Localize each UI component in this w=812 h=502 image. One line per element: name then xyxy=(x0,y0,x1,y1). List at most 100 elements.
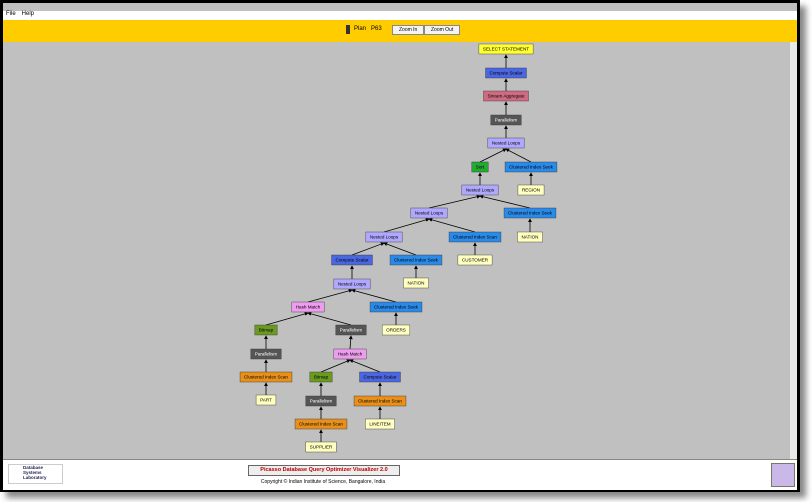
edge xyxy=(348,335,353,350)
edge xyxy=(307,288,353,303)
node-label: Parallelism xyxy=(495,118,518,123)
plan-node[interactable] xyxy=(461,184,499,196)
edge xyxy=(505,148,532,163)
plan-node[interactable] xyxy=(381,324,411,336)
node-label: REGION xyxy=(522,188,540,193)
app-title: Picasso Database Query Optimizer Visuali… xyxy=(248,465,400,476)
plan-node[interactable] xyxy=(365,418,395,430)
plan-node[interactable] xyxy=(331,254,373,266)
node-label: CUSTOMER xyxy=(462,258,489,263)
plan-node[interactable] xyxy=(239,371,293,383)
plan-node[interactable] xyxy=(389,254,443,266)
node-label: Clustered Index Scan xyxy=(358,399,402,404)
node-label: Hash Match xyxy=(338,352,363,357)
plan-node[interactable] xyxy=(403,277,429,289)
node-label: Compute Scalar xyxy=(336,258,369,263)
edge xyxy=(265,311,309,326)
plan-node[interactable] xyxy=(448,231,502,243)
node-label: Hash Match xyxy=(296,305,321,310)
zoom-in-button[interactable]: Zoom In xyxy=(392,25,425,35)
plan-node[interactable] xyxy=(517,184,545,196)
edge xyxy=(479,194,531,209)
edge xyxy=(349,359,381,373)
node-label: Nested Loops xyxy=(415,211,444,216)
node-label: Clustered Index Seek xyxy=(374,305,419,310)
node-label: Clustered Index Scan xyxy=(453,235,497,240)
edge xyxy=(351,288,397,303)
edge xyxy=(479,148,507,163)
plan-node[interactable] xyxy=(471,161,489,173)
edge xyxy=(320,359,351,373)
footer: Database Systems Laboratory Picasso Data… xyxy=(3,459,797,490)
node-label: ORDERS xyxy=(386,328,406,333)
node-label: NATION xyxy=(407,281,424,286)
node-label: Clustered Index Scan xyxy=(244,375,288,380)
plan-node[interactable] xyxy=(478,43,534,55)
plan-node[interactable] xyxy=(333,348,367,360)
node-label: Compute Scalar xyxy=(490,71,523,76)
plan-node[interactable] xyxy=(490,114,522,126)
zoom-out-button[interactable]: Zoom Out xyxy=(424,25,461,35)
edge xyxy=(307,311,352,326)
menu-bar: File Help xyxy=(3,11,797,20)
plan-node[interactable] xyxy=(503,207,557,219)
node-label: Clustered Index Seek xyxy=(509,165,554,170)
plan-node[interactable] xyxy=(457,254,493,266)
plan-node[interactable] xyxy=(309,371,333,383)
plan-tree: SELECT STATEMENT Compute Scalar Stream Agg… xyxy=(239,42,797,459)
node-label: Bitmap xyxy=(314,375,329,380)
copyright: Copyright © Indian Institute of Science,… xyxy=(260,479,386,485)
menu-file[interactable]: File xyxy=(6,11,16,17)
plan-node[interactable] xyxy=(353,395,407,407)
node-label: Compute Scalar xyxy=(364,375,397,380)
scrollbar[interactable] xyxy=(790,42,797,459)
plan-node[interactable] xyxy=(485,67,527,79)
app-icon xyxy=(771,463,795,487)
menu-help[interactable]: Help xyxy=(21,11,35,17)
plan-node[interactable] xyxy=(254,324,278,336)
plan-node[interactable] xyxy=(517,231,543,243)
plan-node[interactable] xyxy=(483,90,529,102)
plan-swatch xyxy=(346,25,350,34)
plan-node[interactable] xyxy=(291,301,325,313)
node-label: Parallelism xyxy=(255,352,278,357)
logo: Database Systems Laboratory xyxy=(8,464,63,484)
node-label: LINEITEM xyxy=(369,422,390,427)
plan-node[interactable] xyxy=(255,394,277,406)
window: File Help Plan P63 Zoom In Zoom Out SELEC… xyxy=(0,0,800,492)
node-label: Parallelism xyxy=(340,328,363,333)
edge xyxy=(428,217,476,233)
plan-node[interactable] xyxy=(333,278,371,290)
node-label: Clustered Index Seek xyxy=(508,211,553,216)
plan-node[interactable] xyxy=(335,324,367,336)
plan-node[interactable] xyxy=(305,395,337,407)
plan-id: P63 xyxy=(371,26,382,32)
node-label: Clustered Index Scan xyxy=(299,422,343,427)
toolbar: Plan P63 Zoom In Zoom Out xyxy=(3,20,797,42)
node-label: Bitmap xyxy=(259,328,274,333)
plan-label: Plan xyxy=(354,26,367,32)
plan-node[interactable] xyxy=(359,371,401,383)
plan-node[interactable] xyxy=(410,207,448,219)
node-label: Parallelism xyxy=(310,399,333,404)
node-label: Sort xyxy=(476,165,485,170)
node-label: PART xyxy=(260,398,272,403)
node-label: SELECT STATEMENT xyxy=(483,47,529,52)
node-label: Nested Loops xyxy=(466,188,495,193)
edge xyxy=(428,194,481,209)
node-label: Nested Loops xyxy=(492,141,521,146)
edge xyxy=(351,242,385,256)
node-label: Nested Loops xyxy=(370,235,399,240)
node-label: Clustered Index Seek xyxy=(394,258,439,263)
node-label: Stream Aggregate xyxy=(487,94,524,99)
plan-node[interactable] xyxy=(250,348,282,360)
plan-node[interactable] xyxy=(504,161,558,173)
plan-node[interactable] xyxy=(369,301,423,313)
plan-node[interactable] xyxy=(365,231,403,243)
edge xyxy=(383,242,417,256)
plan-node[interactable] xyxy=(487,137,525,149)
edge xyxy=(383,217,430,233)
plan-node[interactable] xyxy=(294,418,348,430)
node-label: SUPPLIER xyxy=(310,445,333,450)
plan-node[interactable] xyxy=(305,441,337,453)
